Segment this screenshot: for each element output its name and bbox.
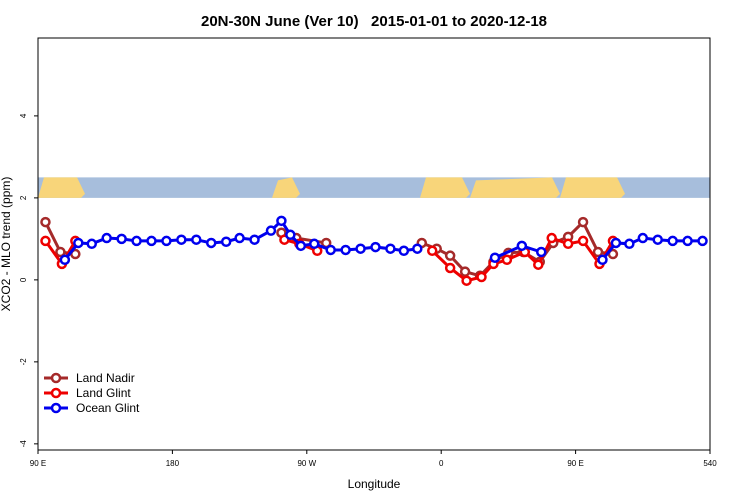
x-tick-label: 180 <box>166 459 180 468</box>
data-point <box>40 235 51 247</box>
data-point <box>86 238 98 250</box>
data-point <box>489 252 501 263</box>
legend-label: Land Glint <box>76 386 131 400</box>
data-point <box>340 244 351 256</box>
data-point <box>234 232 245 244</box>
data-point <box>276 215 287 227</box>
map-land <box>38 177 85 198</box>
map-land <box>560 177 625 198</box>
chart-title: 20N-30N June (Ver 10) 2015-01-01 to 2020… <box>201 13 547 30</box>
data-point <box>265 225 277 236</box>
legend-marker <box>50 402 62 414</box>
x-axis-label: Longitude <box>348 477 401 491</box>
data-point <box>577 235 589 247</box>
data-point <box>309 238 320 250</box>
data-point <box>476 271 487 283</box>
map-land <box>272 177 300 198</box>
data-point <box>398 245 410 257</box>
data-point <box>116 233 127 245</box>
data-point <box>592 246 604 258</box>
data-point <box>101 232 112 244</box>
data-point <box>546 232 557 244</box>
data-point <box>461 275 472 286</box>
data-point <box>637 232 649 244</box>
data-point <box>597 254 608 266</box>
data-point <box>682 235 693 247</box>
data-point <box>220 236 232 247</box>
legend-marker <box>50 372 62 384</box>
y-tick-label: -2 <box>19 358 28 366</box>
data-point <box>516 240 528 252</box>
data-point <box>426 245 438 257</box>
data-point <box>73 237 84 249</box>
data-point <box>459 266 471 277</box>
data-point <box>355 243 366 254</box>
data-point <box>176 234 187 245</box>
x-tick-label: 90 E <box>567 459 583 468</box>
y-tick-label: 4 <box>19 113 28 118</box>
data-point <box>385 243 396 254</box>
data-point <box>146 235 157 247</box>
data-point <box>536 246 547 258</box>
data-point <box>577 216 589 228</box>
x-tick-label: 540 <box>703 459 717 468</box>
y-tick-label: 0 <box>19 277 28 282</box>
data-point <box>191 234 202 245</box>
x-tick-label: 90 W <box>297 459 316 468</box>
data-point <box>533 259 544 270</box>
data-point <box>285 229 296 241</box>
legend-label: Ocean Glint <box>76 401 140 415</box>
map-land <box>470 177 560 198</box>
data-point <box>131 235 142 247</box>
data-point <box>610 237 622 249</box>
data-point <box>501 254 513 266</box>
legend-marker <box>50 387 62 399</box>
data-point <box>205 237 217 249</box>
data-point <box>161 235 172 247</box>
legend-label: Land Nadir <box>76 371 135 385</box>
data-point <box>370 241 381 253</box>
data-point <box>249 234 260 245</box>
data-point <box>652 234 663 245</box>
data-point <box>295 240 307 252</box>
data-point <box>624 238 635 250</box>
data-point <box>444 250 456 261</box>
x-tick-label: 0 <box>439 459 444 468</box>
data-point <box>412 243 423 254</box>
data-point <box>325 244 336 256</box>
plot-frame <box>37 37 711 451</box>
y-tick-label: -4 <box>19 440 28 448</box>
x-tick-label: 90 E <box>30 459 46 468</box>
data-point <box>40 216 51 228</box>
data-point <box>55 246 66 258</box>
y-tick-label: 2 <box>19 195 28 200</box>
data-point <box>667 235 678 247</box>
map-land <box>420 177 470 198</box>
y-axis-label: XCO2 - MLO trend (ppm) <box>0 177 13 312</box>
data-point <box>562 238 574 250</box>
data-point <box>59 254 71 266</box>
data-point <box>697 235 708 247</box>
data-point <box>444 262 456 274</box>
